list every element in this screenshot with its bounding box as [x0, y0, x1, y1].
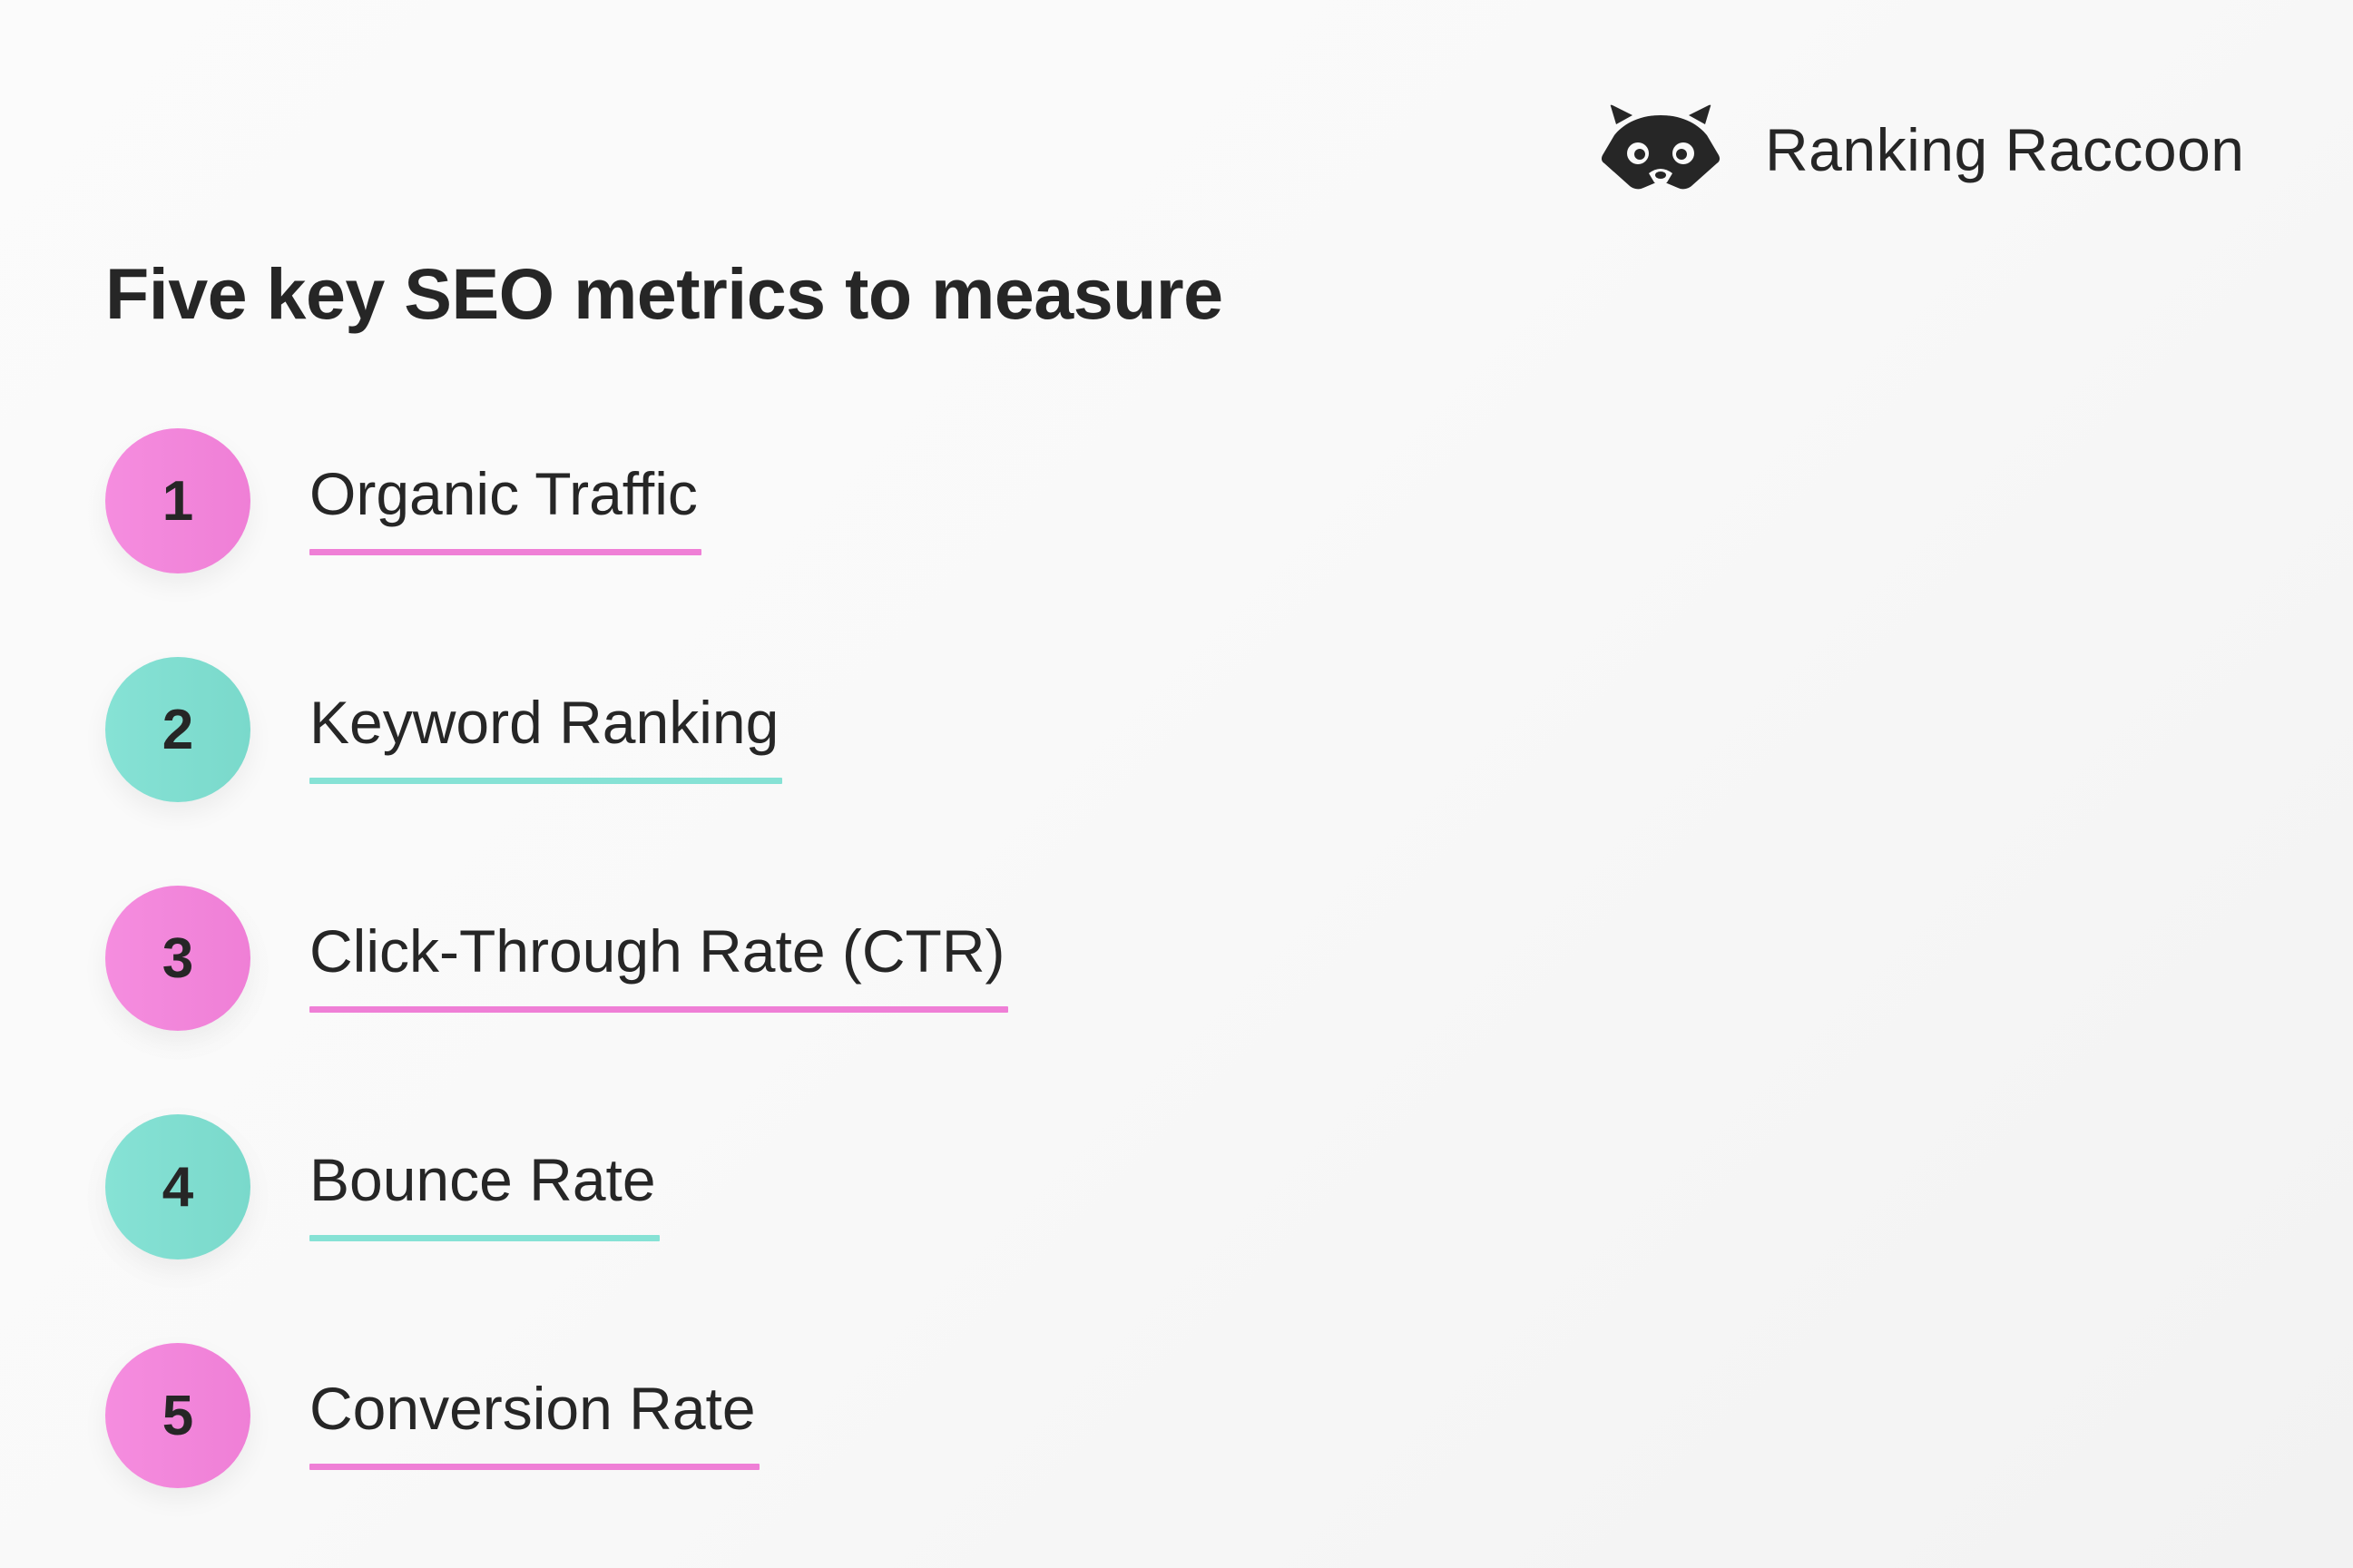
metric-label-wrap: Conversion Rate: [309, 1375, 760, 1471]
metric-label-wrap: Keyword Ranking: [309, 689, 783, 785]
number-badge: 3: [105, 886, 250, 1031]
metric-label: Keyword Ranking: [309, 689, 779, 756]
metric-label: Bounce Rate: [309, 1146, 656, 1213]
label-underline: [309, 1464, 760, 1471]
label-underline: [309, 778, 783, 785]
label-underline: [309, 1006, 1009, 1014]
raccoon-face-icon: [1602, 104, 1720, 190]
brand-name: Ranking Raccoon: [1765, 116, 2245, 183]
number-badge: 2: [105, 657, 250, 802]
page-title: Five key SEO metrics to measure: [105, 253, 1223, 334]
label-underline: [309, 549, 701, 556]
metric-label-wrap: Bounce Rate: [309, 1146, 660, 1242]
metric-label: Click-Through Rate (CTR): [309, 917, 1005, 985]
number-badge: 4: [105, 1114, 250, 1259]
metric-label-wrap: Organic Traffic: [309, 460, 701, 556]
metric-label: Organic Traffic: [309, 460, 698, 527]
label-underline: [309, 1235, 660, 1242]
number-badge: 5: [105, 1343, 250, 1488]
number-badge: 1: [105, 428, 250, 573]
metric-label-wrap: Click-Through Rate (CTR): [309, 917, 1009, 1014]
brand: Ranking Raccoon: [1602, 100, 2244, 200]
metric-label: Conversion Rate: [309, 1375, 756, 1442]
